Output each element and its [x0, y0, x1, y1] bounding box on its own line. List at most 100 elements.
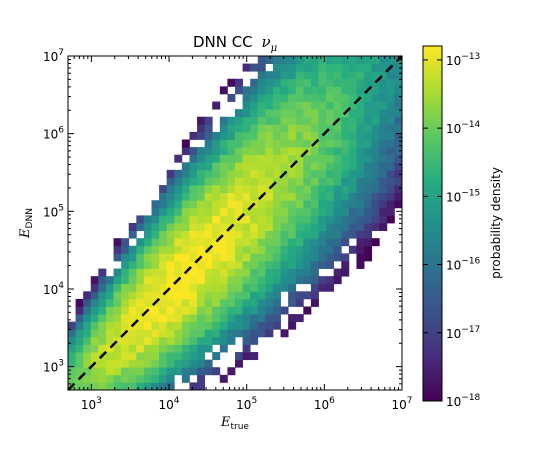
heatmap-cell [310, 101, 319, 110]
heatmap-cell [181, 260, 190, 269]
heatmap-cell [143, 230, 152, 239]
heatmap-cell [386, 116, 395, 125]
heatmap-cell [295, 253, 304, 262]
heatmap-cell [348, 200, 357, 209]
heatmap-cell [212, 154, 221, 163]
heatmap-cell [394, 78, 402, 87]
heatmap-cell [143, 344, 152, 353]
heatmap-cell [333, 147, 342, 156]
heatmap-cell [326, 192, 335, 201]
heatmap-cell [364, 185, 373, 194]
heatmap-cell [379, 131, 388, 140]
heatmap-cell [212, 223, 221, 231]
heatmap-cell [333, 71, 342, 80]
heatmap-cell [341, 200, 350, 209]
heatmap-cell [159, 336, 168, 345]
heatmap-cell [189, 238, 198, 247]
heatmap-cell [90, 291, 99, 300]
heatmap-cell [288, 260, 297, 269]
heatmap-cell [151, 223, 160, 231]
heatmap-cell [257, 283, 266, 292]
heatmap-cell [333, 154, 342, 163]
heatmap-cell [189, 192, 198, 201]
heatmap-cell [174, 352, 183, 361]
heatmap-cell [159, 192, 168, 201]
heatmap-cell [227, 162, 236, 171]
heatmap-cell [333, 207, 342, 216]
heatmap-cell [310, 56, 319, 64]
heatmap-cell [166, 283, 175, 292]
heatmap-cell [143, 367, 152, 376]
heatmap-cell [204, 238, 213, 247]
heatmap-cell [348, 139, 357, 148]
heatmap-cell [326, 78, 335, 87]
heatmap-cell [227, 321, 236, 330]
heatmap-cell [379, 207, 388, 216]
heatmap-cell [235, 276, 243, 285]
heatmap-cell [227, 276, 236, 285]
heatmap-cell [204, 154, 213, 163]
heatmap-cell [68, 344, 76, 353]
heatmap-cell [98, 374, 107, 383]
heatmap-cell [310, 93, 319, 102]
heatmap-cell [303, 238, 312, 247]
heatmap-cell [310, 124, 319, 133]
heatmap-cell [166, 245, 175, 254]
heatmap-cell [181, 276, 190, 285]
heatmap-cell [303, 177, 312, 186]
heatmap-cell [83, 352, 92, 361]
heatmap-cell [136, 253, 145, 262]
heatmap-cell [204, 223, 213, 231]
heatmap-cell [394, 109, 402, 118]
heatmap-cell [181, 344, 190, 353]
heatmap-cell [310, 131, 319, 140]
heatmap-cell [174, 359, 183, 368]
heatmap-cell [136, 223, 145, 231]
heatmap-cell [204, 298, 213, 307]
heatmap-cell [303, 185, 312, 194]
heatmap-cell [227, 207, 236, 216]
colorbar-tick-label: 10−14 [446, 120, 481, 136]
heatmap-cell [364, 71, 373, 80]
heatmap-cell [212, 215, 221, 224]
heatmap-cell [288, 131, 297, 140]
heatmap-cell [288, 276, 297, 285]
heatmap-cell [295, 162, 304, 171]
heatmap-cell [272, 78, 281, 87]
heatmap-cell [159, 352, 168, 361]
heatmap-cell [90, 306, 99, 315]
heatmap-cell [280, 116, 289, 125]
heatmap-cell [166, 260, 175, 269]
heatmap-cell [204, 283, 213, 292]
heatmap-cell [219, 169, 228, 178]
heatmap-cell [181, 306, 190, 315]
heatmap-cell [364, 63, 373, 72]
heatmap-cell [394, 124, 402, 133]
heatmap-cell [204, 116, 213, 125]
heatmap-cell [128, 291, 137, 300]
heatmap-cell [105, 298, 114, 307]
heatmap-cell [121, 260, 130, 269]
heatmap-cell [83, 382, 92, 390]
heatmap-cell [219, 124, 228, 133]
heatmap-cell [128, 230, 137, 239]
heatmap-cell [280, 154, 289, 163]
heatmap-cell [310, 200, 319, 209]
heatmap-cell [265, 93, 274, 102]
heatmap-cell [166, 367, 175, 376]
heatmap-cell [235, 238, 243, 247]
heatmap-cell [356, 162, 365, 171]
heatmap-cell [227, 185, 236, 194]
heatmap-cell [83, 321, 92, 330]
heatmap-cell [333, 101, 342, 110]
heatmap-cell [197, 344, 206, 353]
heatmap-cell [98, 268, 107, 277]
heatmap-cell [128, 260, 137, 269]
heatmap-cell [136, 367, 145, 376]
heatmap-cell [197, 321, 206, 330]
heatmap-cell [265, 109, 274, 118]
heatmap-cell [143, 329, 152, 338]
heatmap-cell [227, 139, 236, 148]
heatmap-cell [136, 329, 145, 338]
heatmap-cell [318, 223, 327, 231]
